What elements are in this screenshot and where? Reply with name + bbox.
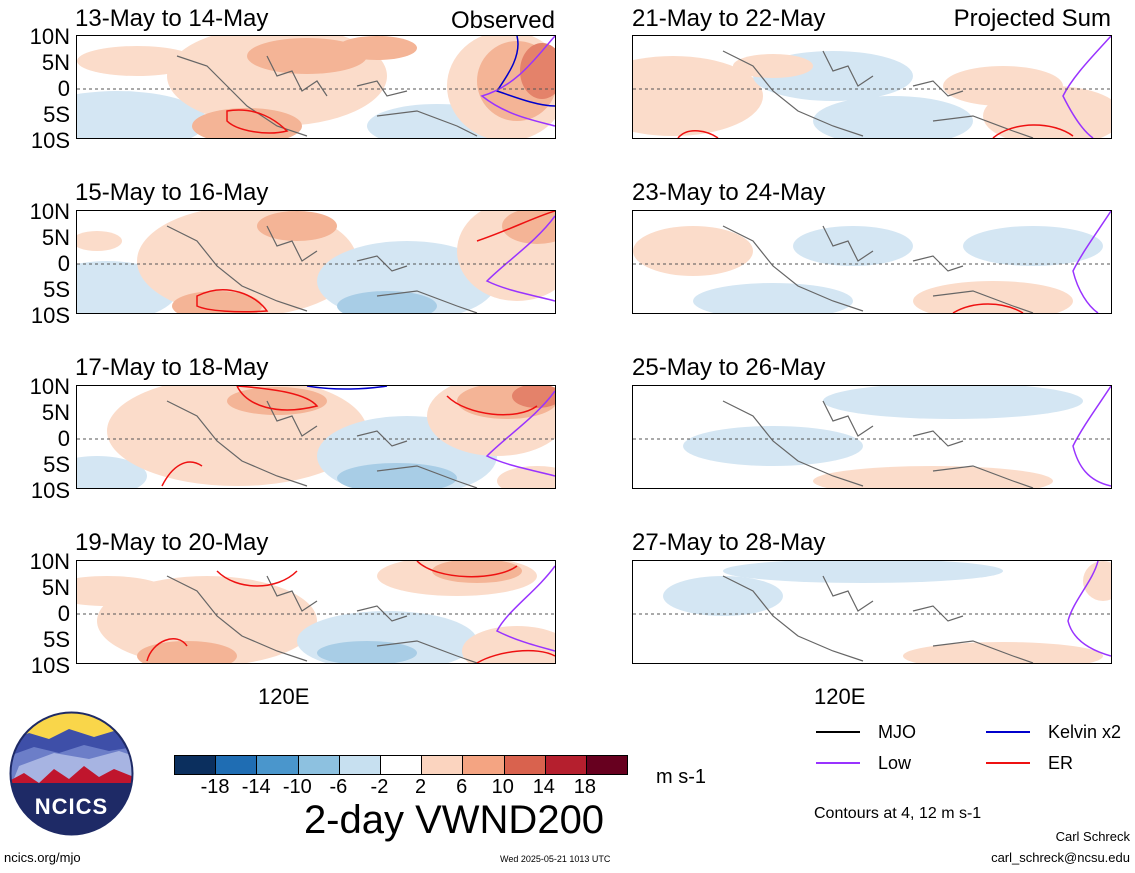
colorbar-swatch (216, 756, 258, 774)
lat-label-10n: 10N (29, 549, 70, 574)
map-panel-observed-3 (76, 385, 556, 489)
colorbar-swatch (586, 756, 628, 774)
map-panel-observed-2 (76, 210, 556, 314)
map-svg (77, 36, 555, 138)
units-label: m s-1 (656, 766, 706, 788)
colorbar-tick-label: -6 (329, 776, 348, 798)
legend-line-mjo (816, 731, 860, 733)
colorbar-tick-label: 6 (456, 776, 468, 798)
panel-title-right-1: 21-May to 22-May (632, 5, 826, 32)
map-svg (633, 561, 1111, 663)
lat-label-10s: 10S (30, 478, 70, 503)
legend: MJO Kelvin x2 Low ER (816, 722, 1121, 782)
panel-title-left-4: 19-May to 20-May (75, 529, 269, 556)
lat-label-10n: 10N (29, 199, 70, 224)
lat-label-5s: 5S (43, 277, 70, 302)
contour-note: Contours at 4, 12 m s-1 (814, 805, 982, 822)
panel-title-left-2: 15-May to 16-May (75, 179, 269, 206)
map-svg (77, 211, 555, 313)
map-svg (633, 36, 1111, 138)
legend-line-er (986, 762, 1030, 764)
ncics-logo: NCICS (9, 711, 134, 836)
colorbar-swatch (422, 756, 464, 774)
observed-label: Observed (450, 7, 555, 34)
colorbar-tick-label: 18 (573, 776, 597, 798)
panel-title-right-4: 27-May to 28-May (632, 529, 826, 556)
ncics-logo-text: NCICS (34, 794, 109, 819)
panel-title-left-1: 13-May to 14-May (75, 5, 269, 32)
colorbar-tick-label: -2 (370, 776, 389, 798)
timestamp: Wed 2025-05-21 1013 UTC (500, 854, 611, 864)
colorbar-tick-label: 10 (491, 776, 514, 798)
projected-sum-label: Projected Sum (953, 5, 1111, 32)
panel-title-right-2: 23-May to 24-May (632, 179, 826, 206)
figure-title: 2-day VWND200 (303, 798, 605, 842)
colorbar-tick-label: -14 (241, 776, 271, 798)
lat-label-eq: 0 (57, 76, 70, 101)
colorbar-tick-label: -10 (282, 776, 312, 798)
lat-label-10s: 10S (30, 653, 70, 678)
colorbar-swatch (298, 756, 340, 774)
legend-line-kelvin (986, 731, 1030, 733)
colorbar-tick-label: -18 (200, 776, 230, 798)
colorbar-tick-label: 2 (414, 776, 427, 798)
lon-label-left: 120E (258, 684, 310, 709)
lat-label-10s: 10S (30, 303, 70, 328)
map-panel-observed-4 (76, 560, 556, 664)
colorbar-swatch (463, 756, 505, 774)
map-svg (77, 561, 555, 663)
author-name: Carl Schreck (1055, 829, 1130, 844)
colorbar-swatch (257, 756, 299, 774)
website-link[interactable]: ncics.org/mjo (4, 850, 81, 865)
map-svg (633, 211, 1111, 313)
lat-label-5n: 5N (41, 225, 70, 250)
lat-label-eq: 0 (57, 426, 70, 451)
lat-label-eq: 0 (57, 601, 70, 626)
lat-label-10n: 10N (29, 24, 70, 49)
map-panel-projected-1 (632, 35, 1112, 139)
map-panel-projected-3 (632, 385, 1112, 489)
map-panel-observed-1 (76, 35, 556, 139)
legend-label-kelvin: Kelvin x2 (1048, 722, 1122, 742)
map-panel-projected-2 (632, 210, 1112, 314)
ncics-logo-icon (9, 711, 134, 836)
lat-label-5s: 5S (43, 452, 70, 477)
lat-label-5s: 5S (43, 102, 70, 127)
lat-label-10s: 10S (30, 128, 70, 153)
map-svg (77, 386, 555, 488)
legend-label-er: ER (1048, 753, 1074, 773)
colorbar-swatch (339, 756, 381, 774)
map-svg (633, 386, 1111, 488)
author-email[interactable]: carl_schreck@ncsu.edu (991, 850, 1130, 865)
lat-label-eq: 0 (57, 251, 70, 276)
colorbar-swatch (175, 756, 217, 774)
colorbar-swatch (504, 756, 546, 774)
panel-title-left-3: 17-May to 18-May (75, 354, 269, 381)
colorbar-swatch (380, 756, 423, 774)
legend-label-low: Low (878, 753, 912, 773)
map-panel-projected-4 (632, 560, 1112, 664)
colorbar (174, 755, 628, 775)
panel-title-right-3: 25-May to 26-May (632, 354, 826, 381)
lat-label-5n: 5N (41, 575, 70, 600)
lat-label-5n: 5N (41, 400, 70, 425)
lat-label-5n: 5N (41, 50, 70, 75)
lat-label-10n: 10N (29, 374, 70, 399)
colorbar-swatch (545, 756, 587, 774)
legend-label-mjo: MJO (878, 722, 916, 742)
legend-line-low (816, 762, 860, 764)
colorbar-tick-label: 14 (532, 776, 555, 798)
lat-label-5s: 5S (43, 627, 70, 652)
lon-label-right: 120E (814, 684, 866, 709)
